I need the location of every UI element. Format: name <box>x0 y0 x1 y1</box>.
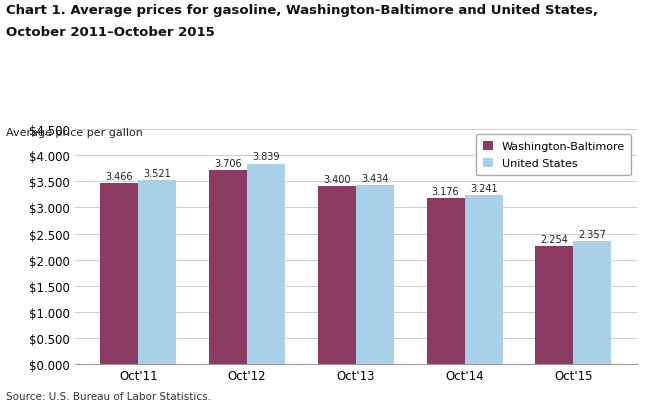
Text: 2.254: 2.254 <box>540 235 568 245</box>
Text: October 2011–October 2015: October 2011–October 2015 <box>6 26 215 39</box>
Bar <box>465 195 502 364</box>
Text: 3.176: 3.176 <box>432 187 460 196</box>
Text: 3.521: 3.521 <box>144 168 172 179</box>
Bar <box>100 183 138 364</box>
Bar <box>247 164 285 364</box>
Text: 3.400: 3.400 <box>323 175 350 185</box>
Text: Chart 1. Average prices for gasoline, Washington-Baltimore and United States,: Chart 1. Average prices for gasoline, Wa… <box>6 4 599 17</box>
Text: Average price per gallon: Average price per gallon <box>6 128 144 138</box>
Text: 2.357: 2.357 <box>578 229 606 239</box>
Bar <box>536 247 573 364</box>
Text: 3.839: 3.839 <box>252 152 280 162</box>
Bar <box>426 199 465 364</box>
Bar <box>138 181 176 364</box>
Text: Source: U.S. Bureau of Labor Statistics.: Source: U.S. Bureau of Labor Statistics. <box>6 391 211 401</box>
Bar <box>318 187 356 364</box>
Bar <box>209 171 247 364</box>
Bar <box>356 185 394 364</box>
Text: 3.706: 3.706 <box>214 159 242 169</box>
Text: 3.241: 3.241 <box>470 183 497 193</box>
Text: 3.466: 3.466 <box>105 171 133 181</box>
Text: 3.434: 3.434 <box>361 173 389 183</box>
Bar <box>573 241 612 364</box>
Legend: Washington-Baltimore, United States: Washington-Baltimore, United States <box>476 135 631 176</box>
